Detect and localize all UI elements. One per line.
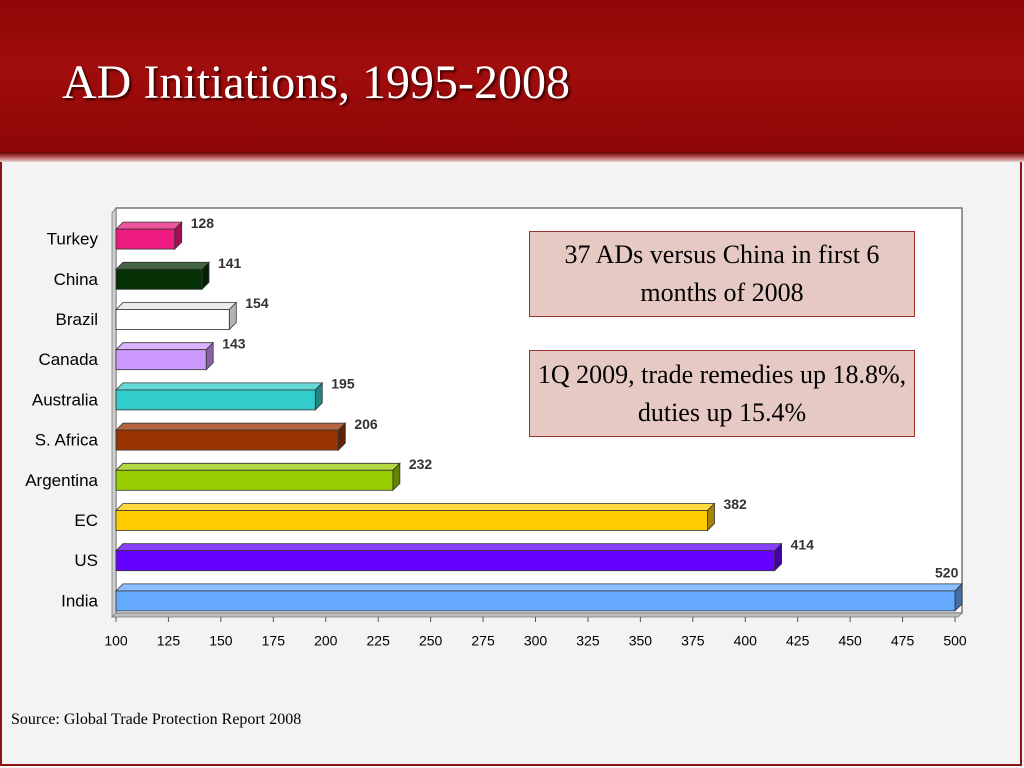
x-tick-label: 250 [419, 633, 443, 649]
bar-top-face [115, 261, 210, 270]
data-label: 232 [409, 456, 433, 472]
bar-us [115, 542, 783, 572]
x-tick-label: 425 [786, 633, 810, 649]
bar-front-face [115, 228, 176, 250]
callout-china-ads: 37 ADs versus China in first 6 months of… [529, 231, 915, 317]
x-tick-label: 400 [734, 633, 758, 649]
data-label: 520 [935, 565, 959, 581]
bar-front-face [115, 469, 394, 491]
x-tick-label: 300 [524, 633, 548, 649]
bar-top-face [115, 342, 215, 351]
bar-top-face [115, 543, 783, 552]
bar-front-face [115, 349, 207, 371]
bar-top-face [115, 302, 238, 310]
content-frame [0, 162, 1022, 766]
bar-top-face [115, 382, 324, 391]
x-tick-label: 500 [943, 633, 967, 649]
x-tick-label: 100 [104, 633, 128, 649]
bar-s-africa [115, 422, 347, 452]
data-label: 141 [218, 255, 242, 271]
data-label: 143 [222, 335, 246, 351]
bar-ec [115, 502, 716, 532]
bar-brazil [115, 301, 238, 331]
x-tick-label: 125 [157, 633, 181, 649]
callout-china-ads-text: 37 ADs versus China in first 6 months of… [564, 240, 880, 307]
x-tick-label: 175 [262, 633, 286, 649]
bar-top-face [115, 422, 347, 431]
bar-top-face [115, 462, 401, 471]
bar-front-face [115, 309, 230, 330]
source-note: Source: Global Trade Protection Report 2… [11, 711, 302, 728]
bar-top-face [115, 583, 963, 592]
slide-title: AD Initiations, 1995-2008 [62, 56, 570, 109]
bar-front-face [115, 590, 956, 612]
category-label: Brazil [55, 310, 98, 329]
callout-trade-remedies-text: 1Q 2009, trade remedies up 18.8%, duties… [537, 359, 907, 427]
bar-turkey [115, 221, 183, 251]
plot-floor [111, 612, 963, 618]
bar-australia [115, 381, 324, 411]
bar-canada [115, 341, 215, 371]
x-tick-label: 150 [209, 633, 233, 649]
data-label: 195 [331, 376, 355, 392]
x-tick-label: 450 [838, 633, 862, 649]
data-label: 414 [791, 536, 815, 552]
data-label: 206 [354, 416, 378, 432]
bar-china [115, 261, 210, 291]
category-label: Canada [38, 350, 98, 369]
category-label: Turkey [47, 230, 99, 249]
x-tick-label: 200 [314, 633, 338, 649]
data-label: 154 [245, 295, 269, 311]
x-tick-label: 350 [629, 633, 653, 649]
category-label: Australia [32, 390, 99, 409]
bar-front-face [115, 429, 339, 451]
bar-front-face [115, 550, 776, 572]
bar-top-face [115, 221, 183, 230]
callout-trade-remedies: 1Q 2009, trade remedies up 18.8%, duties… [529, 350, 915, 437]
category-label: China [54, 270, 99, 289]
data-label: 128 [191, 215, 215, 231]
bar-top-face [115, 503, 716, 511]
x-tick-label: 225 [367, 633, 391, 649]
category-label: India [61, 591, 98, 610]
x-tick-label: 325 [576, 633, 600, 649]
x-tick-label: 275 [471, 633, 495, 649]
category-label: Argentina [25, 471, 98, 490]
bar-india [115, 582, 963, 612]
category-label: EC [74, 511, 98, 530]
bar-argentina [115, 462, 401, 492]
category-label: S. Africa [35, 431, 99, 450]
x-tick-label: 475 [891, 633, 915, 649]
title-bar [0, 0, 1024, 152]
x-tick-label: 375 [681, 633, 705, 649]
title-bar-shadow [0, 152, 1024, 162]
bar-front-face [115, 389, 316, 411]
bar-front-face [115, 268, 203, 290]
bar-front-face [115, 510, 708, 531]
data-label: 382 [723, 496, 747, 512]
category-label: US [74, 551, 98, 570]
